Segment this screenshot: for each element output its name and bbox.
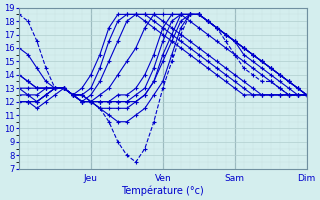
X-axis label: Température (°c): Température (°c) <box>122 185 204 196</box>
